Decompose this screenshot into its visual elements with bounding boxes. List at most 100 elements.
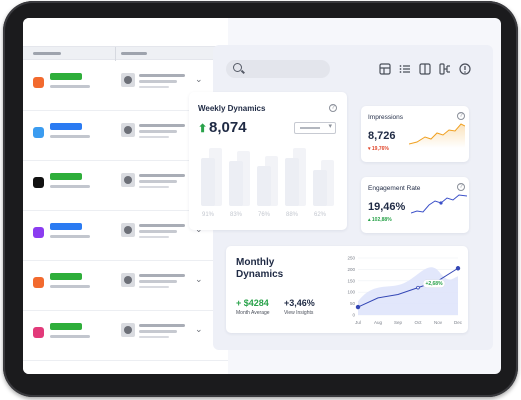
- column-header-2: [121, 52, 147, 55]
- x-tick-label: Dec: [454, 320, 463, 325]
- subtitle-line: [139, 80, 177, 83]
- impressions-title: Impressions: [368, 114, 404, 121]
- tag-subtext: [50, 235, 90, 238]
- view-insights-link[interactable]: View Insights: [284, 310, 314, 316]
- app-icon: [33, 327, 44, 338]
- search-icon: [233, 63, 242, 72]
- app-icon: [33, 177, 44, 188]
- thumbnail: [121, 223, 135, 237]
- weekly-bar-label: 88%: [285, 212, 298, 218]
- column-divider: [115, 47, 116, 61]
- weekly-bar-label: 76%: [257, 212, 270, 218]
- tag-subtext: [50, 335, 90, 338]
- chevron-down-icon[interactable]: ⌄: [195, 74, 203, 84]
- tag-subtext: [50, 135, 90, 138]
- title-line: [139, 124, 185, 127]
- help-icon[interactable]: ?: [457, 183, 465, 191]
- impressions-sparkline: [409, 123, 465, 148]
- list-header: [23, 46, 228, 61]
- y-tick-label: 50: [350, 301, 356, 306]
- title-line: [139, 324, 185, 327]
- weekly-title: Weekly Dynamics: [198, 104, 266, 113]
- y-tick-label: 0: [352, 313, 355, 318]
- list-item[interactable]: ⌄: [23, 311, 228, 361]
- columns-icon[interactable]: [419, 63, 431, 75]
- weekly-bar: [229, 161, 243, 206]
- subtitle-line: [139, 180, 177, 183]
- subtitle-line: [139, 330, 177, 333]
- engagement-card: Engagement Rate ? 19,46% ▴ 102,88%: [361, 177, 469, 233]
- help-icon[interactable]: ?: [457, 112, 465, 120]
- app-icon: [33, 127, 44, 138]
- change-badge: [422, 279, 446, 288]
- chevron-down-icon[interactable]: ⌄: [195, 274, 203, 284]
- data-point: [455, 266, 461, 271]
- meta-line: [139, 286, 169, 288]
- status-tag: [50, 273, 82, 280]
- status-tag: [50, 173, 82, 180]
- weekly-bar: [257, 166, 271, 206]
- layout-grid-icon[interactable]: [379, 63, 391, 75]
- y-tick-label: 100: [347, 290, 355, 295]
- engagement-change: ▴ 102,88%: [368, 217, 392, 223]
- status-tag: [50, 323, 82, 330]
- title-line: [139, 224, 185, 227]
- impressions-change: ▾ 19,76%: [368, 146, 389, 152]
- list-view-icon[interactable]: [399, 63, 411, 75]
- meta-line: [139, 336, 169, 338]
- tag-subtext: [50, 85, 90, 88]
- subtitle-line: [139, 280, 177, 283]
- tag-subtext: [50, 185, 90, 188]
- list-item[interactable]: ⌄: [23, 61, 228, 111]
- x-tick-label: Nov: [434, 320, 443, 325]
- weekly-bar-label: 83%: [229, 212, 242, 218]
- weekly-bar: [201, 158, 215, 206]
- info-icon[interactable]: [459, 63, 471, 75]
- engagement-title: Engagement Rate: [368, 185, 421, 192]
- thumbnail: [121, 273, 135, 287]
- engagement-value: 19,46%: [368, 201, 406, 213]
- screen: ⌄⌄⌄⌄⌄⌄: [23, 18, 501, 374]
- list-item[interactable]: ⌄: [23, 111, 228, 161]
- help-icon[interactable]: ?: [329, 104, 337, 112]
- flow-icon[interactable]: [439, 63, 451, 75]
- app-icon: [33, 277, 44, 288]
- weekly-bar-label: 62%: [313, 212, 326, 218]
- monthly-dynamics-card: Monthly Dynamics + $4284 Month Average +…: [226, 246, 468, 333]
- x-tick-label: Aug: [374, 320, 383, 325]
- thumbnail: [121, 73, 135, 87]
- thumbnail: [121, 173, 135, 187]
- status-tag: [50, 123, 82, 130]
- weekly-bar-label: 91%: [201, 212, 214, 218]
- status-tag: [50, 223, 82, 230]
- month-average-label: Month Average: [236, 310, 270, 316]
- y-tick-label: 250: [347, 256, 355, 261]
- search-input[interactable]: [226, 60, 330, 78]
- title-line: [139, 274, 185, 277]
- weekly-bar: [313, 170, 327, 206]
- title-line: [139, 174, 185, 177]
- meta-line: [139, 186, 169, 188]
- period-select[interactable]: [294, 122, 336, 134]
- impressions-value: 8,726: [368, 130, 396, 142]
- impressions-card: Impressions ? 8,726 ▾ 19,76%: [361, 106, 469, 162]
- y-tick-label: 150: [347, 278, 355, 283]
- data-point: [355, 304, 361, 310]
- x-tick-label: Sep: [394, 320, 403, 325]
- app-icon: [33, 227, 44, 238]
- monthly-title: Monthly Dynamics: [236, 257, 284, 280]
- data-point: [416, 285, 420, 290]
- x-tick-label: Oct: [414, 320, 422, 325]
- list-item[interactable]: ⌄: [23, 261, 228, 311]
- column-header-1: [33, 52, 61, 55]
- weekly-dynamics-card: Weekly Dynamics ? ⬆ 8,074 91% 83% 76% 88% 62…: [189, 92, 347, 230]
- meta-line: [139, 236, 169, 238]
- month-average-value: + $4284: [236, 298, 269, 308]
- meta-line: [139, 86, 169, 88]
- arrow-up-icon: ⬆: [198, 123, 208, 135]
- status-tag: [50, 73, 82, 80]
- change-badge-label: +2,68%: [425, 281, 443, 287]
- chevron-down-icon[interactable]: ⌄: [195, 324, 203, 334]
- subtitle-line: [139, 130, 177, 133]
- thumbnail: [121, 323, 135, 337]
